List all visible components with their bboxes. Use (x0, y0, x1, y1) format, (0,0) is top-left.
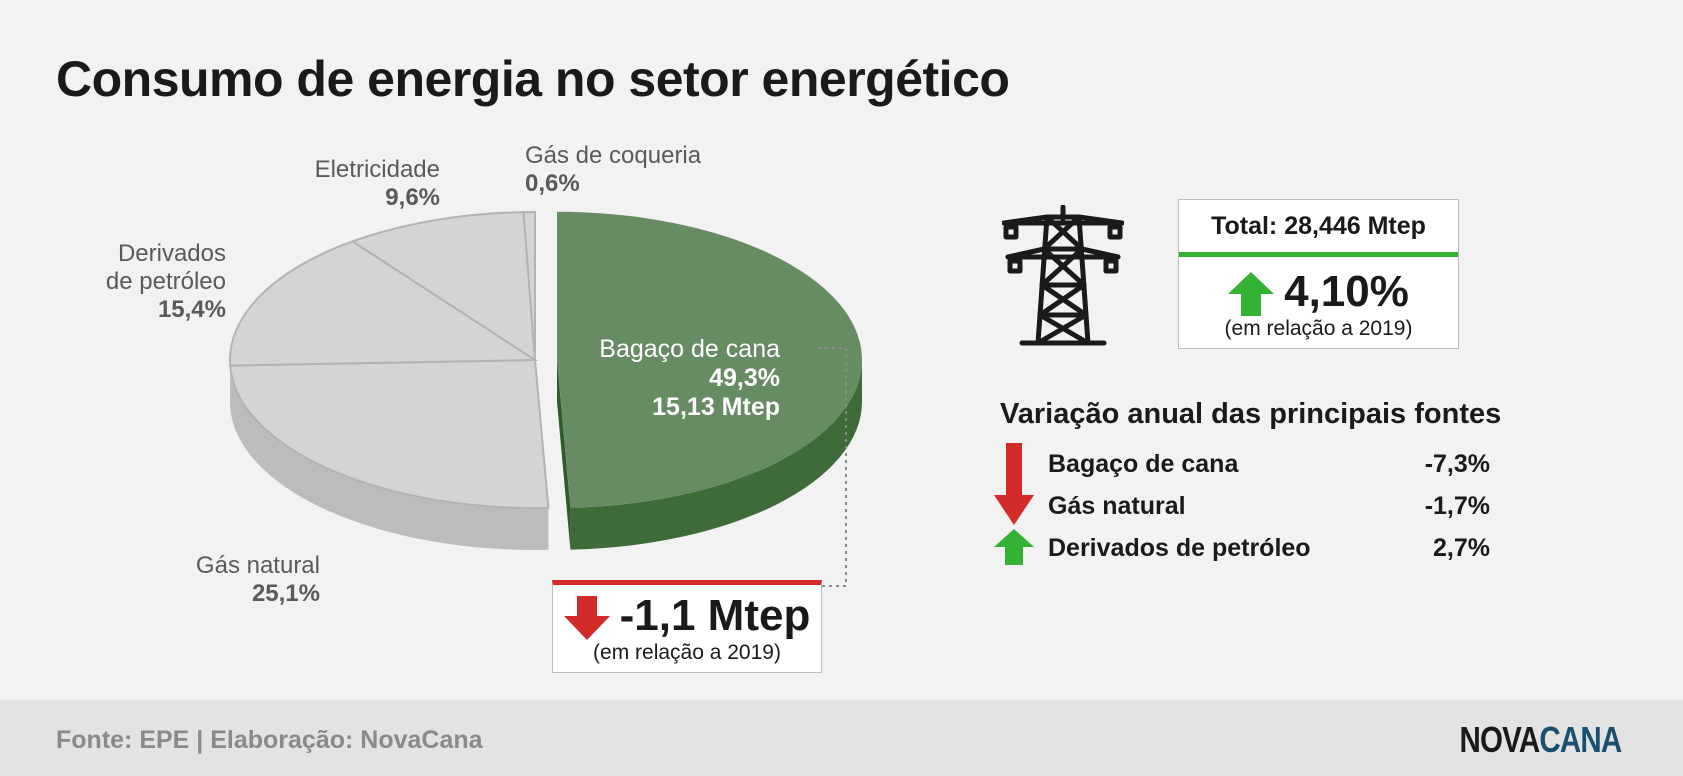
logo-part-b: CANA (1539, 719, 1622, 760)
down-arrow-icon (563, 596, 610, 641)
variation-row-name: Bagaço de cana (1048, 450, 1239, 478)
delta-box: -1,1 Mtep (em relação a 2019) (552, 580, 822, 673)
label-derivados-name-2: de petróleo (105, 268, 226, 295)
variation-row: Gás natural -1,7% (1048, 488, 1490, 524)
label-gas-coqueria: Gás de coqueria 0,6% (525, 142, 701, 198)
label-bagaco: Bagaço de cana 49,3% 15,13 Mtep (560, 335, 780, 422)
pie-slice-3 (350, 211, 537, 362)
variation-down-arrow-icon (994, 443, 1034, 525)
up-arrow-icon (1228, 272, 1275, 317)
label-eletricidade: Eletricidade 9,6% (280, 156, 440, 212)
label-eletricidade-name: Eletricidade (314, 156, 440, 183)
total-pct-row: 4,10% (1179, 267, 1458, 317)
source-text: Fonte: EPE | Elaboração: NovaCana (56, 726, 483, 754)
label-gas-natural-name: Gás natural (195, 552, 320, 579)
label-bagaco-name: Bagaço de cana (599, 335, 780, 363)
pie-side-0 (570, 359, 862, 550)
label-bagaco-value: 49,3% (709, 364, 780, 392)
total-accent-bar (1179, 252, 1458, 257)
label-bagaco-extra: 15,13 Mtep (652, 393, 780, 421)
variation-row-pct: -7,3% (1424, 450, 1490, 478)
label-eletricidade-value: 9,6% (385, 184, 440, 211)
variation-row-pct: -1,7% (1424, 492, 1490, 520)
pie-slice-1 (229, 358, 550, 509)
variation-row-pct: 2,7% (1433, 534, 1490, 562)
variation-row: Derivados de petróleo 2,7% (1048, 530, 1490, 566)
delta-value: -1,1 Mtep (619, 591, 811, 640)
variation-title: Variação anual das principais fontes (1000, 398, 1502, 430)
label-gas-coqueria-value: 0,6% (525, 170, 580, 197)
variation-row: Bagaço de cana -7,3% (1048, 446, 1490, 482)
variation-row-name: Derivados de petróleo (1048, 534, 1311, 562)
pie-cut-1 (556, 359, 571, 550)
total-sub: (em relação a 2019) (1224, 317, 1413, 340)
label-gas-natural: Gás natural 25,1% (150, 552, 320, 608)
connector-line (818, 347, 847, 587)
chart-title: Consumo de energia no setor energético (56, 51, 1010, 107)
logo-part-a: NOVA (1459, 719, 1540, 760)
pie-side-1 (230, 365, 549, 550)
footer: Fonte: EPE | Elaboração: NovaCana NOVACA… (0, 700, 1683, 776)
pie-slice-2 (229, 240, 539, 367)
total-box: Total: 28,446 Mtep 4,10% (em relação a 2… (1178, 199, 1459, 349)
label-derivados-name-1: Derivados (117, 240, 226, 267)
variation-row-name: Gás natural (1048, 492, 1186, 520)
pie-slice-4 (522, 210, 536, 361)
pie-slice-0 (556, 211, 862, 508)
novacana-logo: NOVACANA (1459, 719, 1622, 760)
pie-chart (229, 210, 862, 587)
label-gas-coqueria-name: Gás de coqueria (525, 142, 702, 169)
total-label: Total: 28,446 Mtep (1211, 212, 1426, 240)
transmission-tower-icon (1002, 205, 1124, 346)
total-pct: 4,10% (1284, 267, 1409, 316)
variation-up-arrow-icon (994, 529, 1034, 565)
label-gas-natural-value: 25,1% (251, 580, 320, 607)
delta-sub: (em relação a 2019) (593, 641, 781, 664)
label-derivados: Derivados de petróleo 15,4% (60, 240, 226, 324)
delta-main: -1,1 Mtep (553, 591, 821, 641)
label-derivados-value: 15,4% (157, 296, 226, 323)
